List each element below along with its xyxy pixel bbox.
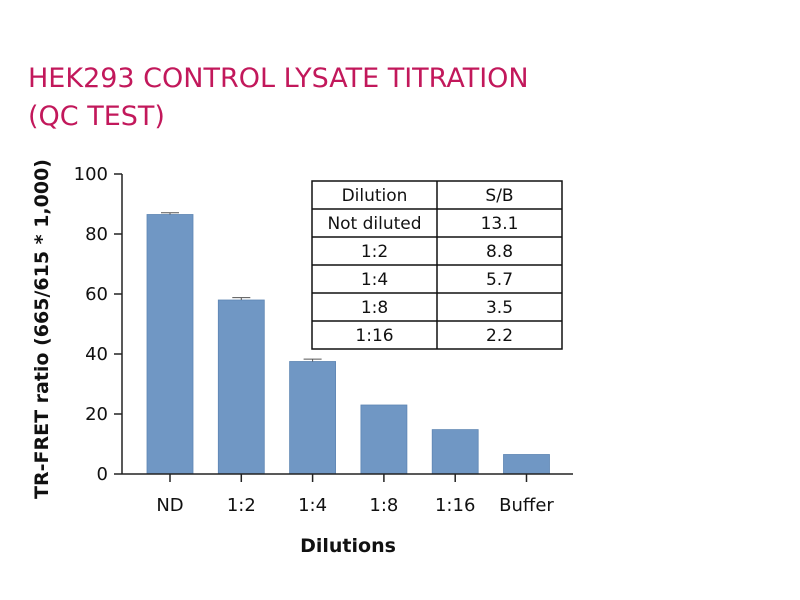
y-tick-label: 0 — [97, 464, 108, 485]
y-tick-label: 40 — [85, 344, 108, 365]
bar-buffer — [503, 454, 550, 475]
bar-1-4 — [289, 361, 337, 475]
x-axis-title: Dilutions — [300, 535, 396, 557]
error-bars-group — [161, 212, 322, 362]
table-cell-sb: 8.8 — [486, 242, 513, 262]
chart-title-line-2: (QC TEST) — [28, 101, 165, 132]
y-tick-label: 60 — [85, 284, 108, 305]
y-ticks-group: 0 20 40 60 80 100 — [74, 164, 122, 485]
table-header-sb: S/B — [485, 186, 513, 206]
bars-group — [146, 214, 550, 475]
table-cell-sb: 13.1 — [481, 214, 519, 234]
x-tick-label: ND — [156, 495, 183, 516]
table-cell-dilution: 1:2 — [361, 242, 388, 262]
bar-1-16 — [431, 429, 479, 475]
x-tick-label: Buffer — [499, 495, 554, 516]
x-tick-label: 1:4 — [298, 495, 327, 516]
x-ticks-group: ND 1:2 1:4 1:8 1:16 Buffer — [156, 474, 554, 516]
bar-1-8 — [360, 404, 408, 475]
bar-nd — [146, 214, 194, 475]
sb-inset-table: Dilution S/B Not diluted 13.1 1:2 8.8 1:4 5.7 1:… — [311, 180, 563, 350]
x-tick-label: 1:2 — [227, 495, 256, 516]
chart-title: HEK293 CONTROL LYSATE TITRATION (QC TEST… — [28, 60, 648, 136]
table-cell-sb: 2.2 — [486, 326, 513, 346]
table-cell-dilution: 1:8 — [361, 298, 388, 318]
y-axis-title: TR-FRET ratio (665/615 * 1,000) — [31, 159, 53, 499]
axes-group — [121, 174, 573, 475]
chart-title-line-1: HEK293 CONTROL LYSATE TITRATION — [28, 63, 529, 94]
table-cell-dilution: 1:4 — [361, 270, 388, 290]
x-tick-label: 1:8 — [369, 495, 398, 516]
table-header-dilution: Dilution — [342, 186, 408, 206]
bar-1-2 — [217, 299, 265, 475]
table-cell-sb: 3.5 — [486, 298, 513, 318]
table-cell-dilution: 1:16 — [355, 326, 393, 346]
table-cell-sb: 5.7 — [486, 270, 513, 290]
y-tick-label: 20 — [85, 404, 108, 425]
x-tick-label: 1:16 — [435, 495, 475, 516]
y-tick-label: 100 — [74, 164, 108, 185]
y-tick-label: 80 — [85, 224, 108, 245]
table-cell-dilution: Not diluted — [327, 214, 421, 234]
